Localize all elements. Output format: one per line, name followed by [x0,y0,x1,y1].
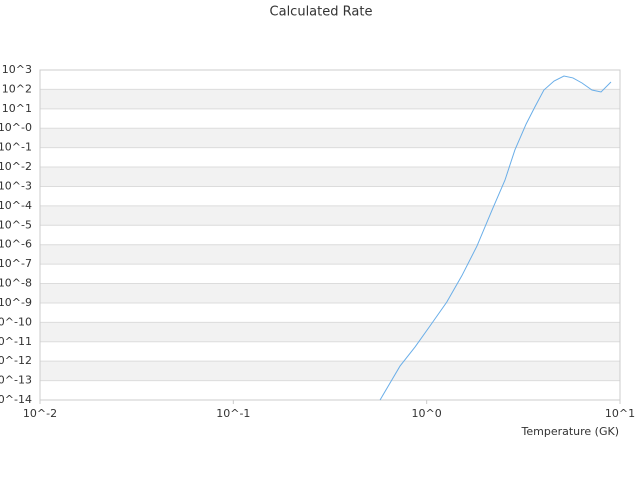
y-tick-label: 10^-9 [0,296,32,309]
y-tick-label: 10^-11 [0,335,32,348]
y-tick-label: 10^-12 [0,354,32,367]
y-tick-label: 10^-14 [0,393,32,406]
band [40,361,620,381]
y-tick-label: 10^3 [2,63,32,76]
x-tick-label: 10^0 [412,407,442,420]
band [40,244,620,265]
band [40,322,620,342]
x-tick-label: 10^1 [605,407,635,420]
band [40,283,620,303]
y-tick-label: 10^-6 [0,238,32,251]
y-tick-label: 10^1 [2,102,32,115]
band [40,205,620,226]
y-tick-label: 10^2 [2,82,32,95]
y-tick-label: 10^-7 [0,257,32,270]
y-tick-label: 10^-0 [0,121,32,134]
y-tick-label: 10^-3 [0,179,32,192]
chart-title: Calculated Rate [270,5,373,20]
x-tick-label: 10^-1 [216,407,250,420]
line [379,75,612,401]
x-axis-label: Temperature (GK) [521,425,620,438]
y-tick-label: 10^-5 [0,218,32,231]
band [40,167,620,187]
y-tick-label: 10^-13 [0,374,32,387]
x-tick-label: 10^-2 [23,407,57,420]
y-tick-label: 10^-1 [0,141,32,154]
plot-border [39,69,621,401]
y-tick-label: 10^-8 [0,277,32,290]
y-tick-label: 10^-4 [0,199,32,212]
band [40,89,620,109]
y-tick-label: 10^-10 [0,315,32,328]
band [40,128,620,148]
y-tick-label: 10^-2 [0,160,32,173]
